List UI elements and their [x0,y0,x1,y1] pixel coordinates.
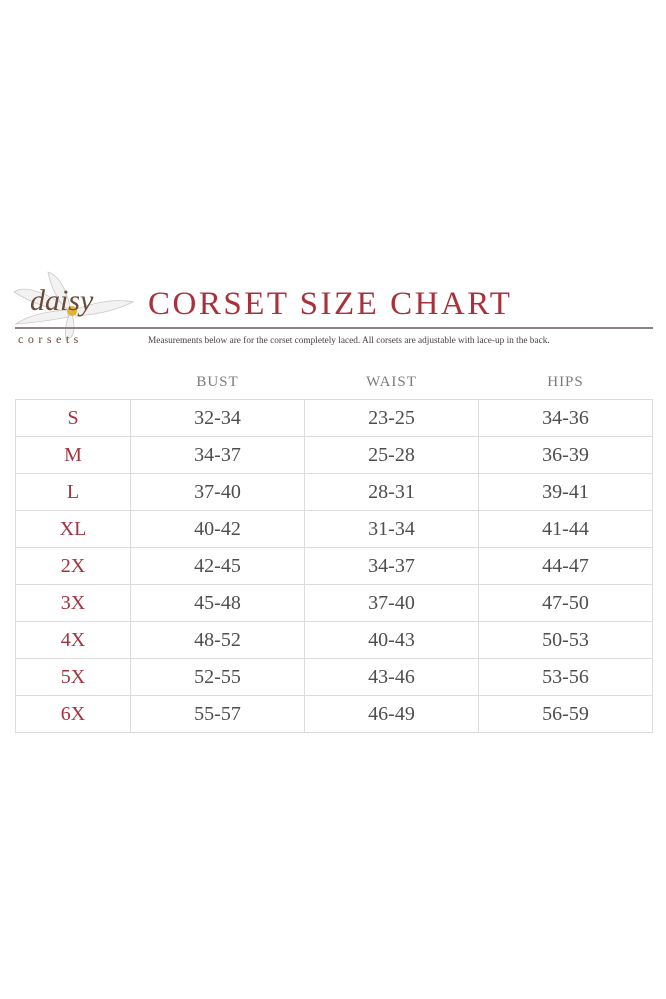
hips-cell: 44-47 [478,547,653,585]
bust-cell: 45-48 [130,584,305,622]
column-header-hips: HIPS [547,374,584,390]
table-row: 3X 45-48 37-40 47-50 [15,584,653,622]
column-header-waist: WAIST [366,374,417,390]
size-cell: 4X [15,621,131,659]
logo-script-text: daisy [30,284,94,317]
table-row: 2X 42-45 34-37 44-47 [15,547,653,585]
bust-cell: 42-45 [130,547,305,585]
bust-cell: 34-37 [130,436,305,474]
size-cell: XL [15,510,131,548]
waist-cell: 31-34 [304,510,479,548]
bust-cell: 40-42 [130,510,305,548]
bust-cell: 52-55 [130,658,305,696]
table-row: 4X 48-52 40-43 50-53 [15,621,653,659]
size-cell: L [15,473,131,511]
logo-word: corsets [18,332,83,346]
size-cell: 2X [15,547,131,585]
hips-cell: 47-50 [478,584,653,622]
size-cell: S [15,399,131,437]
waist-cell: 40-43 [304,621,479,659]
table-row: 6X 55-57 46-49 56-59 [15,695,653,733]
table-row: XL 40-42 31-34 41-44 [15,510,653,548]
size-cell: 5X [15,658,131,696]
table-row: M 34-37 25-28 36-39 [15,436,653,474]
subtitle: Measurements below are for the corset co… [148,336,550,346]
size-cell: M [15,436,131,474]
waist-cell: 25-28 [304,436,479,474]
waist-cell: 37-40 [304,584,479,622]
table-row: L 37-40 28-31 39-41 [15,473,653,511]
daisy-flower-logo: daisy [13,271,135,341]
bust-cell: 55-57 [130,695,305,733]
waist-cell: 43-46 [304,658,479,696]
hips-cell: 41-44 [478,510,653,548]
waist-cell: 46-49 [304,695,479,733]
waist-cell: 34-37 [304,547,479,585]
hips-cell: 56-59 [478,695,653,733]
table-row: 5X 52-55 43-46 53-56 [15,658,653,696]
size-cell: 6X [15,695,131,733]
hips-cell: 39-41 [478,473,653,511]
size-cell: 3X [15,584,131,622]
divider [15,327,653,329]
size-table: S 32-34 23-25 34-36 M 34-37 25-28 36-39 L 37-40 28… [15,399,653,733]
hips-cell: 50-53 [478,621,653,659]
bust-cell: 32-34 [130,399,305,437]
hips-cell: 36-39 [478,436,653,474]
bust-cell: 37-40 [130,473,305,511]
table-row: S 32-34 23-25 34-36 [15,399,653,437]
hips-cell: 53-56 [478,658,653,696]
waist-cell: 23-25 [304,399,479,437]
page-title: CORSET SIZE CHART [148,286,513,322]
bust-cell: 48-52 [130,621,305,659]
waist-cell: 28-31 [304,473,479,511]
hips-cell: 34-36 [478,399,653,437]
column-header-bust: BUST [196,374,239,390]
